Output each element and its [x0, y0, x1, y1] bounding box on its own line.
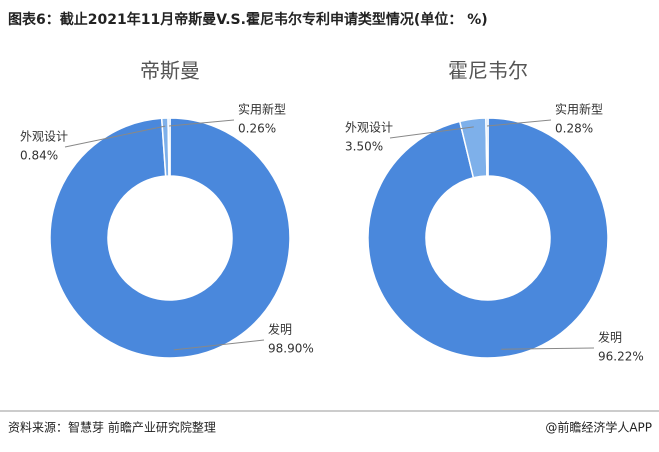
slice-label: 外观设计: [20, 130, 68, 144]
slice-value: 96.22%: [598, 350, 644, 364]
leader-line: [389, 126, 474, 139]
page-title: 图表6：截止2021年11月帝斯曼V.S.霍尼韦尔专利申请类型情况(单位： %): [8, 11, 488, 28]
leader-line: [64, 125, 166, 148]
leader-line: [173, 339, 265, 351]
brand: @前瞻经济学人APP: [545, 420, 652, 435]
donut-slice: [49, 117, 291, 359]
leader-line: [486, 119, 552, 127]
donut-slice: [167, 117, 171, 177]
chart-title: 帝斯曼: [140, 59, 200, 83]
slice-value: 98.90%: [268, 342, 314, 356]
leader-line: [501, 347, 595, 350]
slice-value: 0.28%: [555, 122, 593, 136]
slice-label: 发明: [598, 330, 622, 345]
chart-title: 霍尼韦尔: [448, 59, 528, 83]
slice-label: 发明: [268, 322, 292, 337]
leader-line: [169, 119, 235, 127]
slice-value: 3.50%: [345, 140, 383, 154]
donut-slice: [485, 117, 489, 177]
slice-value: 0.84%: [20, 149, 58, 163]
donut-slice: [367, 117, 609, 359]
source: 资料来源：智慧芽 前瞻产业研究院整理: [8, 420, 216, 435]
slice-value: 0.26%: [238, 122, 276, 136]
slice-label: 实用新型: [238, 102, 286, 117]
slice-label: 实用新型: [555, 102, 603, 117]
slice-label: 外观设计: [345, 121, 393, 135]
